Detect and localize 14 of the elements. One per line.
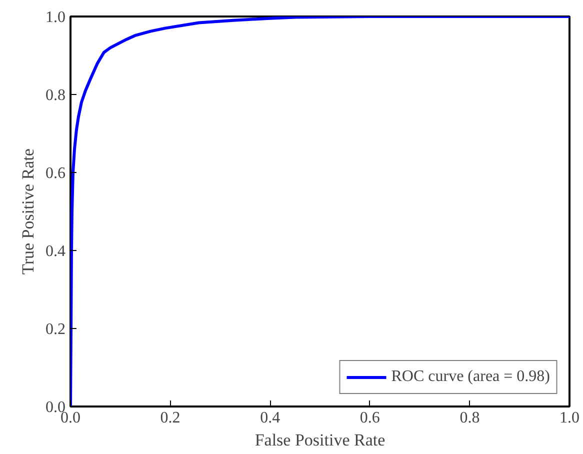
y-tick-label: 1.0 xyxy=(46,9,66,26)
x-tick-label: 0.6 xyxy=(360,410,380,426)
y-tick-label: 0.2 xyxy=(46,321,66,338)
x-tick-label: 1.0 xyxy=(560,410,580,426)
x-tick-label: 0.2 xyxy=(160,410,180,426)
y-tick-label: 0.6 xyxy=(46,165,66,182)
y-axis-title: True Positive Rate xyxy=(18,148,38,274)
x-axis-title: False Positive Rate xyxy=(254,430,386,450)
line-series xyxy=(70,16,570,406)
legend-label: ROC curve (area = 0.98) xyxy=(391,368,550,386)
y-tick-label: 0.4 xyxy=(46,243,66,260)
y-tick-label: 0.8 xyxy=(46,87,66,104)
x-tick-label: 0.8 xyxy=(460,410,480,426)
x-tick-label: 0.4 xyxy=(260,410,280,426)
